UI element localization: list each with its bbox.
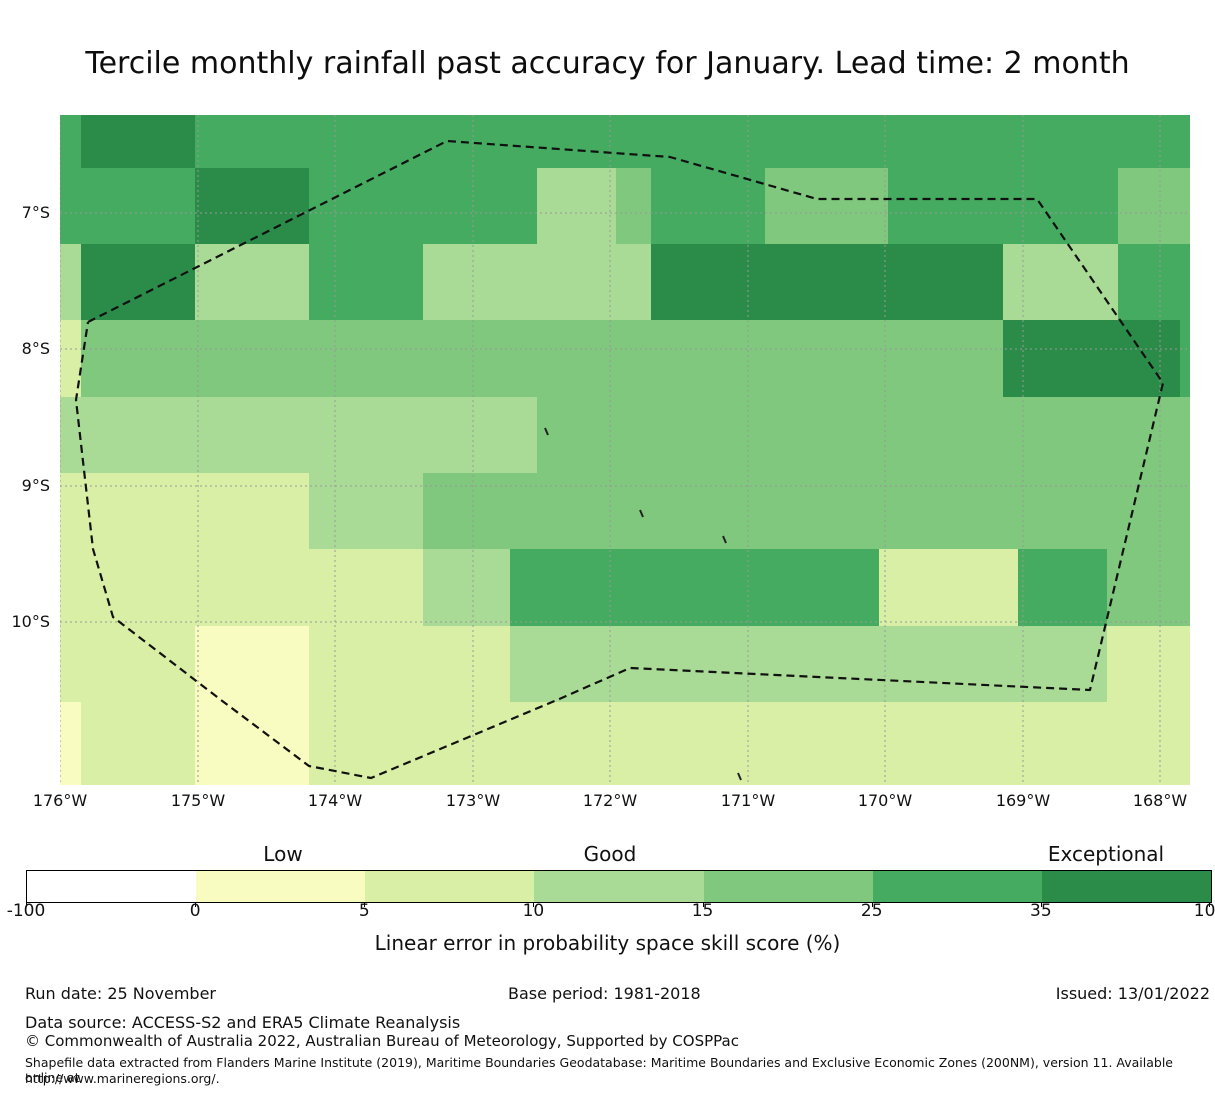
y-tick-label: 10°S — [11, 612, 50, 631]
x-tick-label: 169°W — [995, 791, 1051, 810]
base-period-text: Base period: 1981-2018 — [508, 984, 701, 1003]
colorbar-tick — [871, 902, 873, 907]
y-tick-label: 9°S — [21, 476, 50, 495]
heatmap-plot-area — [60, 115, 1190, 785]
colorbar-segment — [1041, 871, 1211, 902]
y-tick-label: 7°S — [21, 203, 50, 222]
colorbar-tick-value: -100 — [6, 901, 46, 921]
colorbar-tick-value: 0 — [189, 901, 201, 921]
colorbar-category-label: Good — [583, 842, 637, 866]
colorbar-tick-value: 15 — [691, 901, 714, 921]
heatmap-cell — [81, 702, 195, 785]
colorbar-tick — [702, 902, 704, 907]
heatmap-cell — [81, 115, 195, 168]
shapefile-note-line1: Shapefile data extracted from Flanders M… — [25, 1055, 1173, 1085]
island-mark — [544, 427, 549, 436]
colorbar-tick — [364, 902, 366, 907]
heatmap-cell — [1107, 626, 1190, 702]
heatmap-cell — [510, 549, 879, 626]
heatmap-cell — [537, 397, 1190, 473]
heatmap-cell — [423, 549, 510, 626]
map-overlay — [60, 115, 1190, 785]
heatmap-cell — [195, 626, 309, 702]
heatmap-cell — [651, 168, 765, 244]
heatmap-cell — [195, 702, 309, 785]
colorbar-axis-label: Linear error in probability space skill … — [374, 931, 841, 955]
colorbar-tick — [533, 902, 535, 907]
heatmap-cell — [1018, 549, 1107, 626]
heatmap-cell — [1003, 244, 1118, 320]
heatmap-cell — [423, 244, 651, 320]
colorbar-tick-value: 25 — [860, 901, 883, 921]
colorbar-segment — [27, 871, 198, 902]
heatmap-cell — [765, 168, 888, 244]
issued-date-text: Issued: 13/01/2022 — [1055, 984, 1210, 1003]
colorbar-tick — [1040, 902, 1042, 907]
colorbar-tick — [1209, 902, 1210, 907]
heatmap-cell — [195, 168, 309, 244]
heatmap-cell — [309, 168, 537, 244]
heatmap-cell — [60, 702, 81, 785]
heatmap-cell — [195, 115, 1190, 168]
colorbar-segment — [365, 871, 536, 902]
colorbar — [26, 870, 1212, 903]
heatmap-cell — [879, 549, 1018, 626]
heatmap-cell — [309, 244, 423, 320]
x-tick-label: 168°W — [1132, 791, 1188, 810]
chart-title: Tercile monthly rainfall past accuracy f… — [85, 46, 1130, 81]
x-tick-label: 175°W — [170, 791, 226, 810]
heatmap-cell — [60, 549, 423, 626]
heatmap-cell — [309, 626, 510, 702]
heatmap-cell — [60, 397, 537, 473]
x-tick-label: 172°W — [582, 791, 638, 810]
colorbar-segment — [703, 871, 874, 902]
heatmap-cell — [537, 168, 616, 244]
heatmap-cell — [1118, 168, 1190, 244]
x-tick-label: 174°W — [307, 791, 363, 810]
heatmap-cell — [510, 626, 1107, 702]
colorbar-tick-value: 5 — [358, 901, 370, 921]
colorbar-tick — [195, 902, 197, 907]
y-tick-label: 8°S — [21, 339, 50, 358]
data-source-text: Data source: ACCESS-S2 and ERA5 Climate … — [25, 1013, 461, 1032]
colorbar-tick-value: 100 — [1193, 901, 1215, 921]
heatmap-cell — [81, 320, 1003, 397]
colorbar-segment — [196, 871, 367, 902]
eez-boundary-line — [74, 139, 1165, 780]
heatmap-cell — [195, 244, 309, 320]
heatmap-cell — [60, 115, 81, 168]
heatmap-cell — [1180, 320, 1190, 397]
heatmap-cell — [888, 168, 1118, 244]
colorbar-category-label: Exceptional — [1047, 842, 1165, 866]
colorbar-tick-value: 35 — [1030, 901, 1052, 921]
colorbar-segment — [872, 871, 1043, 902]
copyright-text: © Commonwealth of Australia 2022, Austra… — [25, 1032, 739, 1050]
heatmap-cell — [60, 168, 195, 244]
heatmap-cell — [60, 320, 81, 397]
colorbar-segment — [534, 871, 705, 902]
run-date-text: Run date: 25 November — [25, 984, 216, 1003]
heatmap-cell — [81, 244, 195, 320]
island-mark — [639, 509, 644, 518]
colorbar-category-label: Low — [263, 842, 303, 866]
x-tick-label: 176°W — [32, 791, 88, 810]
shapefile-note-line2: http://www.marineregions.org/. — [25, 1071, 220, 1086]
colorbar-tick — [26, 902, 27, 907]
x-tick-label: 173°W — [445, 791, 501, 810]
heatmap-cell — [1003, 320, 1180, 397]
x-tick-label: 171°W — [720, 791, 776, 810]
heatmap-cell — [60, 244, 81, 320]
x-tick-label: 170°W — [857, 791, 913, 810]
island-mark — [722, 535, 727, 544]
colorbar-tick-value: 10 — [522, 901, 545, 921]
heatmap-cell — [1118, 244, 1190, 320]
heatmap-cell — [651, 244, 1003, 320]
heatmap-cell — [616, 168, 651, 244]
island-mark — [737, 772, 742, 781]
